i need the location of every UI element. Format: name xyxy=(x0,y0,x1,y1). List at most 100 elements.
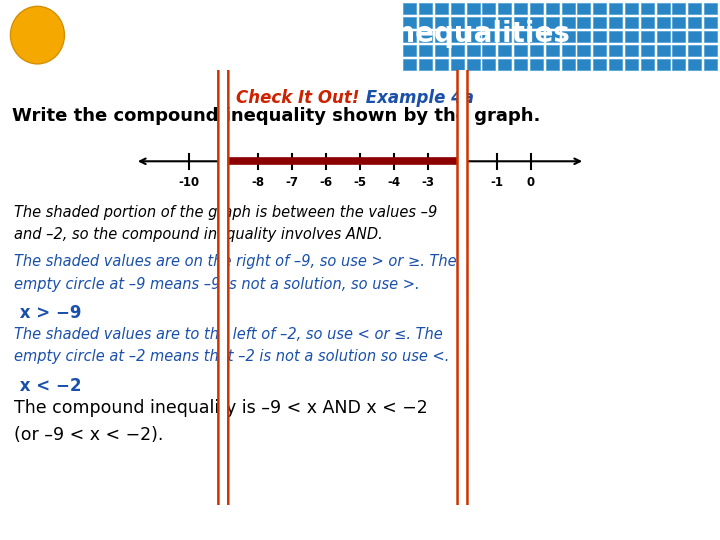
Bar xyxy=(577,17,590,28)
Bar xyxy=(704,31,717,42)
Bar xyxy=(467,45,480,56)
Bar xyxy=(403,31,416,42)
Text: Check It Out!: Check It Out! xyxy=(236,89,360,107)
Bar xyxy=(593,45,606,56)
Bar xyxy=(514,3,527,14)
Bar xyxy=(514,17,527,28)
Bar xyxy=(435,3,448,14)
Bar xyxy=(498,59,511,70)
Bar xyxy=(482,3,495,14)
Bar xyxy=(482,45,495,56)
Text: -9: -9 xyxy=(217,176,230,189)
Text: -7: -7 xyxy=(285,176,298,189)
Bar xyxy=(546,31,559,42)
Bar xyxy=(657,3,670,14)
Bar xyxy=(435,59,448,70)
Circle shape xyxy=(218,0,228,540)
Bar xyxy=(546,59,559,70)
Bar xyxy=(609,3,622,14)
Text: Solving Compound Inequalities: Solving Compound Inequalities xyxy=(83,19,570,48)
Bar xyxy=(641,17,654,28)
Bar xyxy=(530,45,543,56)
Text: Copyright © by Holt Mc Dougal. All Rights Reserved.: Copyright © by Holt Mc Dougal. All Right… xyxy=(431,517,706,528)
Bar xyxy=(403,45,416,56)
Bar xyxy=(577,59,590,70)
Bar xyxy=(498,17,511,28)
Bar xyxy=(688,3,701,14)
Bar xyxy=(514,59,527,70)
Bar xyxy=(704,3,717,14)
Bar xyxy=(467,3,480,14)
Text: x > −9: x > −9 xyxy=(14,304,81,322)
Text: The shaded values are to the left of –2, so use < or ≤. The
empty circle at –2 m: The shaded values are to the left of –2,… xyxy=(14,327,449,364)
Bar xyxy=(672,59,685,70)
Bar xyxy=(625,59,638,70)
Bar xyxy=(530,31,543,42)
Bar xyxy=(625,17,638,28)
Bar xyxy=(530,3,543,14)
Bar xyxy=(482,59,495,70)
Bar xyxy=(419,17,432,28)
Bar xyxy=(435,45,448,56)
Bar xyxy=(672,45,685,56)
Bar xyxy=(498,45,511,56)
Bar xyxy=(688,45,701,56)
Bar xyxy=(467,59,480,70)
Bar xyxy=(672,3,685,14)
Bar xyxy=(435,31,448,42)
Bar xyxy=(577,3,590,14)
Text: -3: -3 xyxy=(422,176,435,189)
Bar xyxy=(657,45,670,56)
Bar xyxy=(467,17,480,28)
Text: -2: -2 xyxy=(456,176,469,189)
Bar xyxy=(451,17,464,28)
Bar xyxy=(625,45,638,56)
Bar xyxy=(482,17,495,28)
Bar xyxy=(403,3,416,14)
Bar xyxy=(593,31,606,42)
Text: The shaded portion of the graph is between the values –9
and –2, so the compound: The shaded portion of the graph is betwe… xyxy=(14,205,437,242)
Bar xyxy=(657,17,670,28)
Bar xyxy=(672,17,685,28)
Text: -1: -1 xyxy=(490,176,503,189)
Bar xyxy=(562,31,575,42)
Bar xyxy=(577,45,590,56)
Bar xyxy=(593,17,606,28)
Text: Write the compound inequality shown by the graph.: Write the compound inequality shown by t… xyxy=(12,107,541,125)
Circle shape xyxy=(457,0,467,540)
Bar xyxy=(419,59,432,70)
Text: -6: -6 xyxy=(319,176,333,189)
Bar xyxy=(688,17,701,28)
Bar xyxy=(593,3,606,14)
Bar xyxy=(530,59,543,70)
Bar xyxy=(562,3,575,14)
Bar xyxy=(704,59,717,70)
Bar xyxy=(562,59,575,70)
Bar xyxy=(641,59,654,70)
Bar xyxy=(419,31,432,42)
Bar xyxy=(672,31,685,42)
Bar xyxy=(482,31,495,42)
Bar xyxy=(688,31,701,42)
Bar xyxy=(609,59,622,70)
Bar xyxy=(641,3,654,14)
Text: -8: -8 xyxy=(251,176,264,189)
Bar xyxy=(546,45,559,56)
Bar xyxy=(625,31,638,42)
Text: The shaded values are on the right of –9, so use > or ≥. The
empty circle at –9 : The shaded values are on the right of –9… xyxy=(14,254,456,292)
Bar xyxy=(577,31,590,42)
Bar xyxy=(546,17,559,28)
Bar xyxy=(514,31,527,42)
Bar xyxy=(467,31,480,42)
Bar xyxy=(546,3,559,14)
Bar xyxy=(435,17,448,28)
Bar xyxy=(451,59,464,70)
Text: -4: -4 xyxy=(387,176,401,189)
Bar xyxy=(657,31,670,42)
Text: -10: -10 xyxy=(179,176,199,189)
Bar xyxy=(562,45,575,56)
Text: 0: 0 xyxy=(527,176,535,189)
Bar xyxy=(625,3,638,14)
Bar xyxy=(641,31,654,42)
Bar xyxy=(403,59,416,70)
